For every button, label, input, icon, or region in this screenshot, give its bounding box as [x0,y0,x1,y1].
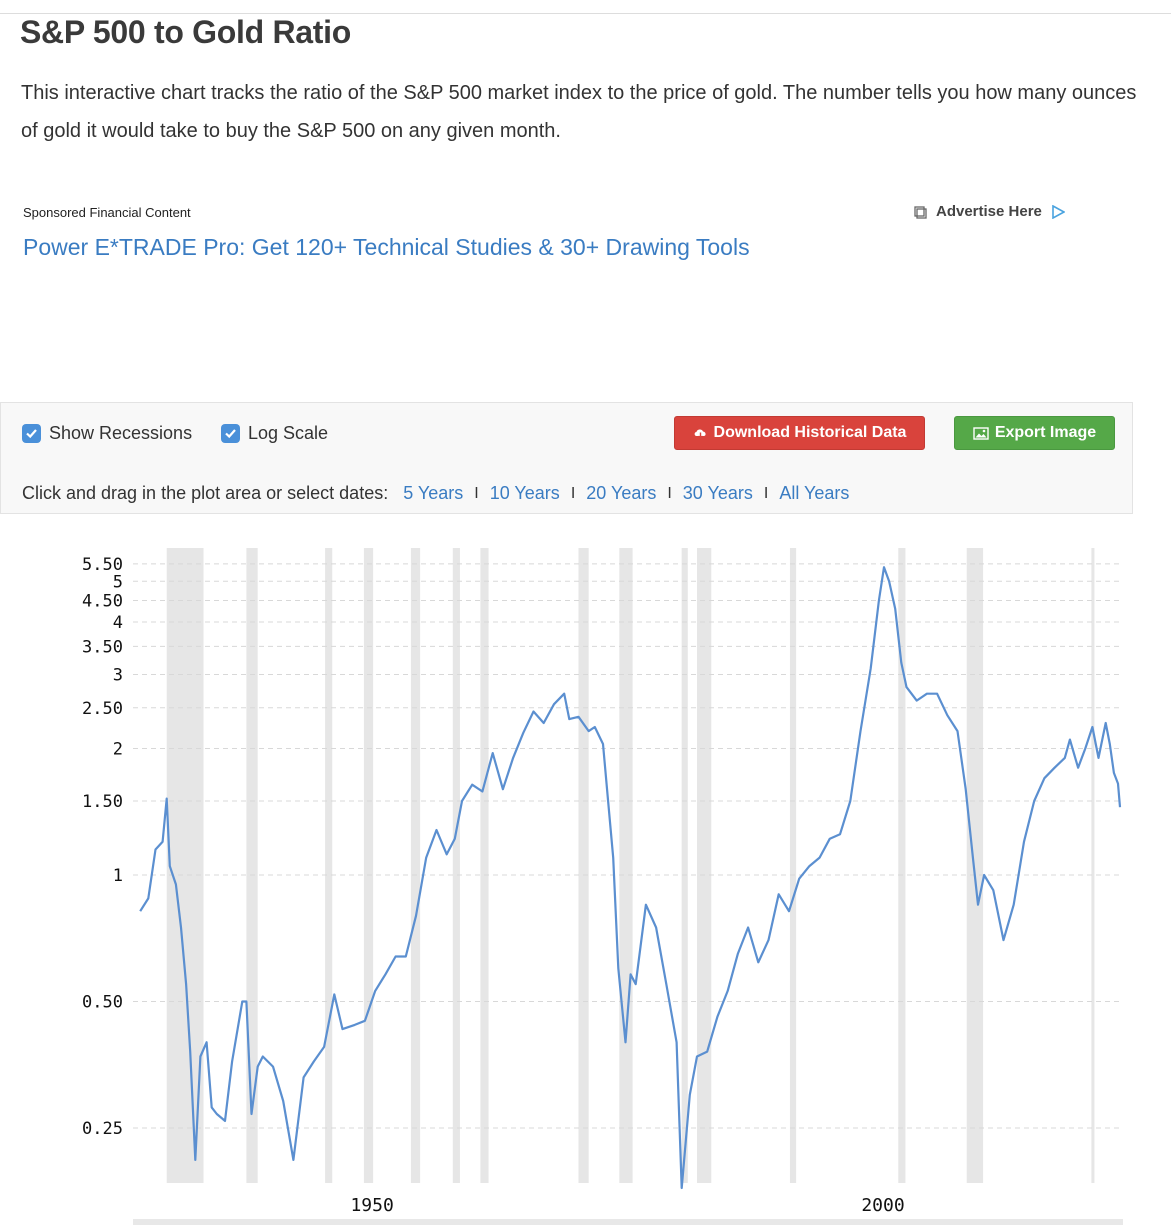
y-tick-label: 5 [113,572,123,592]
y-tick-label: 0.25 [82,1119,123,1139]
export-image-button[interactable]: Export Image [954,416,1115,450]
recession-band [681,548,688,1183]
ad-square-icon [914,205,927,219]
y-tick-label: 3 [113,666,123,686]
recession-band [619,548,633,1183]
y-tick-label: 4 [113,613,123,633]
page-title: S&P 500 to Gold Ratio [20,14,351,50]
log-scale-label: Log Scale [248,423,329,443]
range-30-years[interactable]: 30 Years [682,483,753,503]
recession-band [578,548,589,1183]
intro-paragraph: This interactive chart tracks the ratio … [21,82,1137,142]
range-5-years[interactable]: 5 Years [403,483,464,503]
recession-band [246,548,258,1183]
range-separator: I [667,484,672,502]
cloud-download-icon [694,428,706,440]
range-separator: I [474,484,479,502]
y-tick-label: 3.50 [82,637,123,657]
recession-band [480,548,489,1183]
recession-band [898,548,906,1183]
checkmark-icon [22,424,41,443]
show-recessions-checkbox[interactable]: Show Recessions [22,423,192,444]
range-separator: I [763,484,769,502]
adchoices-play-icon [1052,204,1065,219]
sponsored-ad-link[interactable]: Power E*TRADE Pro: Get 120+ Technical St… [23,234,750,260]
recession-band [410,548,421,1183]
y-tick-label: 2.50 [82,699,123,719]
sponsored-label: Sponsored Financial Content [23,205,191,220]
range-prompt: Click and drag in the plot area or selec… [22,483,389,503]
y-tick-label: 4.50 [82,592,123,612]
chart-toolbar: Show Recessions Log Scale Download Histo… [0,402,1133,514]
log-scale-checkbox[interactable]: Log Scale [221,423,328,444]
range-all-years[interactable]: All Years [779,483,850,503]
y-tick-label: 1 [113,866,123,886]
y-tick-label: 5.50 [82,555,123,575]
recession-band [697,548,712,1183]
range-20-years[interactable]: 20 Years [586,483,657,503]
x-tick-label: 2000 [861,1195,904,1216]
x-tick-label: 1950 [350,1195,393,1216]
recession-band [966,548,984,1183]
recession-band [166,548,204,1183]
image-icon [973,426,989,440]
y-tick-label: 0.50 [82,993,123,1013]
export-label: Export Image [994,424,1097,441]
recession-band [789,548,797,1183]
recession-band [325,548,333,1183]
y-tick-label: 2 [113,740,123,760]
advertise-here-link[interactable]: Advertise Here [913,203,1065,220]
range-separator: I [570,484,576,502]
checkmark-icon [221,424,240,443]
recession-band [363,548,374,1183]
download-label: Download Historical Data [713,424,907,441]
range-10-years[interactable]: 10 Years [489,483,560,503]
ratio-series-line [139,566,1122,1190]
y-tick-label: 1.50 [82,792,123,812]
advertise-label: Advertise Here [936,203,1042,220]
recession-band [452,548,460,1183]
show-recessions-label: Show Recessions [49,423,193,443]
top-divider [0,13,1171,14]
date-range-selector: Click and drag in the plot area or selec… [22,483,849,504]
download-historical-data-button[interactable]: Download Historical Data [674,416,925,450]
range-navigator-bar[interactable] [133,1219,1123,1225]
recession-band [1091,548,1095,1183]
